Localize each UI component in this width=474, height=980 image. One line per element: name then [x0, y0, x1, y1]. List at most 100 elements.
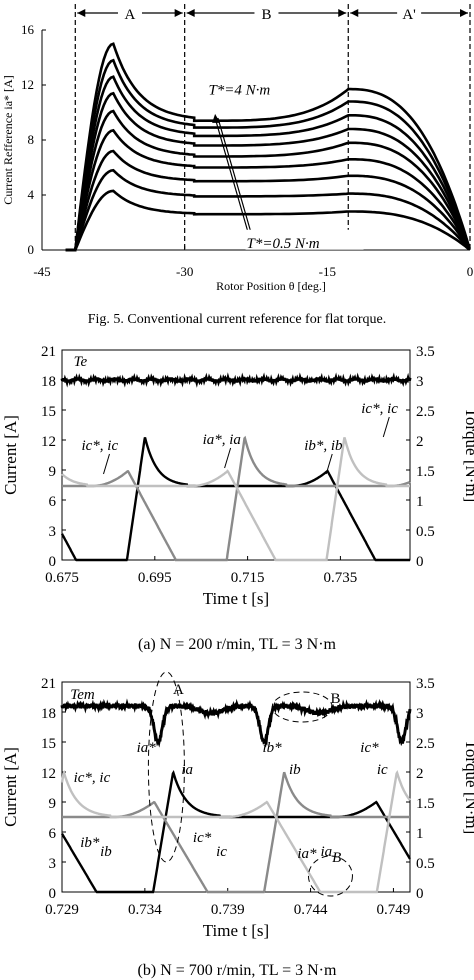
figa-phase-label: ic*, ic [81, 438, 118, 454]
fig5-region-label-bg [397, 3, 422, 21]
figb-y-tick-label: 21 [41, 676, 56, 692]
figa-phase-label-arrow [382, 416, 390, 438]
figb-y2-tick-label: 0 [416, 886, 424, 902]
fig5-series-line [65, 91, 471, 252]
figb-x-axis-label: Time t [s] [203, 921, 269, 940]
figb-region-b-label: B [330, 691, 340, 707]
fig5-series-line [65, 75, 471, 252]
figb-y-tick-label: 18 [41, 706, 56, 722]
figa-x-tick-label: 0.735 [324, 570, 358, 586]
figb-y-tick-label: 15 [41, 736, 56, 752]
figa-y-axis-label: Current [A] [1, 415, 20, 495]
fig5-region-label-bg [254, 3, 279, 21]
figb-caption: (b) N = 700 r/min, TL = 3 N·m [137, 962, 337, 979]
figb-y2-tick-label: 0.5 [416, 856, 435, 872]
figb-phase-current-line [60, 769, 411, 894]
figb-y2-tick-label: 3.5 [416, 676, 435, 692]
figa-y2-axis-label: Torque [N·m] [462, 408, 474, 503]
figb-phase-current-line [62, 771, 410, 894]
fig5-region-arrowhead [174, 9, 183, 17]
fig5-series-line [65, 109, 471, 252]
fig5-y-tick-label: 16 [21, 22, 35, 37]
fig5-x-tick-label: -15 [319, 264, 336, 279]
fig5-annotation-bg [245, 229, 364, 250]
figb-phase-label: ib [100, 844, 112, 860]
fig5-annotation-torque-min: T*=0.5 N·m [246, 236, 319, 252]
figa-y-tick-label: 0 [49, 554, 57, 570]
fig5-x-tick-label: -30 [176, 264, 193, 279]
figb-y2-tick-label: 2.5 [416, 736, 435, 752]
fig5-x-tick-label: 0 [467, 264, 474, 279]
figa-label-te: Te [74, 354, 88, 370]
figa-phase-label-arrow [103, 453, 110, 475]
figb-x-tick-label: 0.734 [128, 902, 162, 918]
figa-phase-current-line [62, 435, 411, 562]
figa-y2-tick-label: 1.5 [416, 464, 435, 480]
figa-x-axis-label: Time t [s] [203, 589, 269, 608]
figb-phase-label: ib [289, 762, 301, 778]
figure-5: 0 4 8 12 16 -45 -30 -15 0 Rotor Position θ [deg.]… [0, 0, 474, 306]
figb-label-tem: Tem [70, 687, 95, 703]
fig5-region-label-bg [117, 3, 142, 21]
figa-phase-label: ib*, ib [304, 438, 343, 454]
fig5-region-arrowhead [350, 9, 359, 17]
fig5-region-arrowhead [460, 9, 468, 17]
fig5-y-tick-label: 0 [28, 242, 35, 257]
figb-phase-label: ia* [137, 740, 157, 756]
figb-phase-label: ib* [263, 740, 283, 756]
fig5-x-tick-label: -45 [33, 264, 50, 279]
fig5-region-label: A [125, 7, 136, 23]
figb-phase-current-line [60, 769, 412, 894]
figb-y-axis-label: Current [A] [1, 747, 20, 827]
figa-x-tick-label: 0.695 [138, 570, 172, 586]
figa-y2-tick-label: 1 [416, 494, 424, 510]
figa-x-tick-label: 0.675 [45, 570, 79, 586]
fig5-chart: 0 4 8 12 16 -45 -30 -15 0 Rotor Position θ [deg.]… [1, 3, 474, 293]
figb-chart: 0 3 6 9 12 15 18 21 0 0.5 1 1.5 2 2.5 3 3.5 0.729 0.734 0.… [1, 671, 474, 940]
figb-y-tick-label: 6 [49, 826, 57, 842]
fig5-series-line [65, 128, 471, 252]
fig5-region-label: B [261, 7, 271, 23]
fig5-x-axis-label: Rotor Position θ [deg.] [216, 279, 326, 293]
figb-torque-line [60, 698, 412, 748]
figa-plot-frame [61, 349, 411, 561]
figb-x-tick-label: 0.739 [211, 902, 245, 918]
fig5-region-label: A' [402, 7, 416, 23]
fig5-y-axis-label: Current Refference ia* [A] [1, 75, 15, 204]
fig5-annotation-arrow [214, 117, 249, 234]
figb-phase-label: ic* [360, 740, 379, 756]
figb-x-tick-label: 0.744 [294, 902, 328, 918]
figb-phase-label: ib* [80, 835, 100, 851]
figa-chart: 0 3 6 9 12 15 18 21 0 0.5 1 1.5 2 2.5 3 3.5 0.675 0.695 0.… [1, 344, 474, 608]
figb-y2-tick-label: 1 [416, 826, 424, 842]
figa-phase-label: ic*, ic [361, 401, 398, 417]
figure-a: 0 3 6 9 12 15 18 21 0 0.5 1 1.5 2 2.5 3 3.5 0.675 0.695 0.… [0, 338, 474, 628]
figb-phase-label: ia* [297, 846, 317, 862]
figb-phase-label: ic [377, 762, 388, 778]
figa-y-tick-label: 15 [41, 404, 56, 420]
figb-y-tick-label: 3 [49, 856, 57, 872]
figb-phase-label: ic [216, 844, 227, 860]
figa-y2-tick-label: 0.5 [416, 524, 435, 540]
figa-phase-label-arrow [325, 453, 333, 475]
figb-phase-label: B [332, 850, 341, 866]
fig5-series-line [65, 58, 471, 252]
figb-plot-frame [61, 681, 411, 893]
fig5-series-line [65, 42, 471, 252]
figb-phase-label: ia [321, 844, 333, 860]
figa-phase-current-line [61, 436, 410, 562]
figa-y-tick-label: 18 [41, 374, 56, 390]
figa-phase-label-arrow [224, 447, 232, 469]
fig5-series-line [65, 149, 471, 252]
figb-phase-label: ic* [193, 830, 212, 846]
figb-y-tick-label: 12 [41, 766, 56, 782]
fig5-y-tick-label: 4 [28, 187, 35, 202]
figa-y2-tick-label: 2.5 [416, 404, 435, 420]
fig5-region-arrowhead [77, 9, 86, 17]
fig5-annotation-torque-max: T*=4 N·m [208, 83, 270, 99]
figa-phase-label: ia*, ia [203, 432, 241, 448]
fig5-y-tick-label: 8 [28, 132, 35, 147]
figb-y2-tick-label: 2 [416, 766, 424, 782]
figb-y-tick-label: 9 [49, 796, 57, 812]
figa-y-tick-label: 3 [49, 524, 57, 540]
